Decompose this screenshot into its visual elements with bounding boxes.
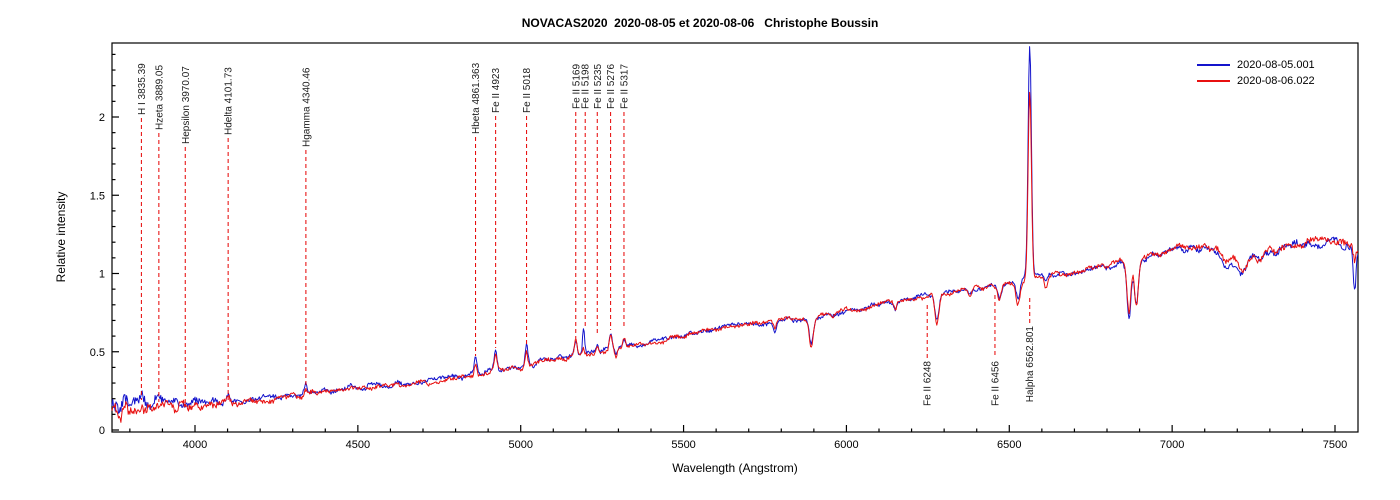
svg-text:1.5: 1.5 — [90, 190, 105, 202]
annotation-label: Fe II 5169 — [571, 64, 582, 109]
annotation-label: Hzeta 3889.05 — [154, 65, 165, 130]
annotation-label: Fe II 6456 — [991, 361, 1002, 406]
svg-text:5000: 5000 — [508, 439, 532, 451]
svg-text:7000: 7000 — [1160, 439, 1184, 451]
x-axis-label: Wavelength (Angstrom) — [672, 461, 798, 475]
chart-title: NOVACAS2020 2020-08-05 et 2020-08-06 Chr… — [521, 16, 879, 30]
annotation-label: Hdelta 4101.73 — [224, 67, 235, 135]
svg-text:6500: 6500 — [997, 439, 1021, 451]
svg-text:5500: 5500 — [671, 439, 695, 451]
annotation-label: H I 3835.39 — [137, 63, 148, 115]
legend: 2020-08-05.001 2020-08-06.022 — [1197, 57, 1315, 89]
y-axis-label: Relative intensity — [54, 191, 68, 283]
svg-text:4000: 4000 — [183, 439, 207, 451]
annotation-label: Hbeta 4861.363 — [471, 62, 482, 134]
svg-text:2: 2 — [99, 112, 105, 124]
annotation-label: Fe II 5276 — [606, 64, 617, 109]
spectrum-line-red — [111, 91, 1359, 423]
legend-series-name: 2020-08-06.022 — [1237, 75, 1315, 87]
legend-item: 2020-08-06.022 — [1197, 73, 1315, 89]
annotation-label: Fe II 5235 — [593, 64, 604, 109]
legend-line-swatch-red — [1197, 80, 1230, 82]
spectral-line-annotations: H I 3835.39 Hzeta 3889.05 Hepsilon 3970.07… — [137, 62, 1036, 406]
annotation-label: Fe II 5018 — [522, 68, 533, 113]
legend-series-name: 2020-08-05.001 — [1237, 59, 1315, 71]
annotation-label: Hepsilon 3970.07 — [181, 66, 192, 144]
svg-text:6000: 6000 — [834, 439, 858, 451]
annotation-label: Fe II 5198 — [581, 64, 592, 109]
annotation-label: Fe II 6248 — [923, 361, 934, 406]
svg-text:7500: 7500 — [1323, 439, 1347, 451]
tick-labels: 4000 4500 5000 5500 6000 6500 7000 7500 0 0.5 1 1.5… — [90, 112, 1348, 451]
annotation-label: Halpha 6562.801 — [1025, 326, 1036, 403]
legend-line-swatch-blue — [1197, 64, 1230, 66]
legend-item: 2020-08-05.001 — [1197, 57, 1315, 73]
svg-text:0: 0 — [99, 425, 105, 437]
annotation-label: Hgamma 4340.46 — [301, 67, 312, 147]
svg-text:0.5: 0.5 — [90, 347, 105, 359]
svg-text:1: 1 — [99, 269, 105, 281]
svg-text:4500: 4500 — [346, 439, 370, 451]
annotation-label: Fe II 5317 — [620, 64, 631, 109]
axes — [111, 42, 1359, 433]
annotation-label: Fe II 4923 — [491, 68, 502, 113]
spectrum-line-blue — [111, 46, 1359, 414]
